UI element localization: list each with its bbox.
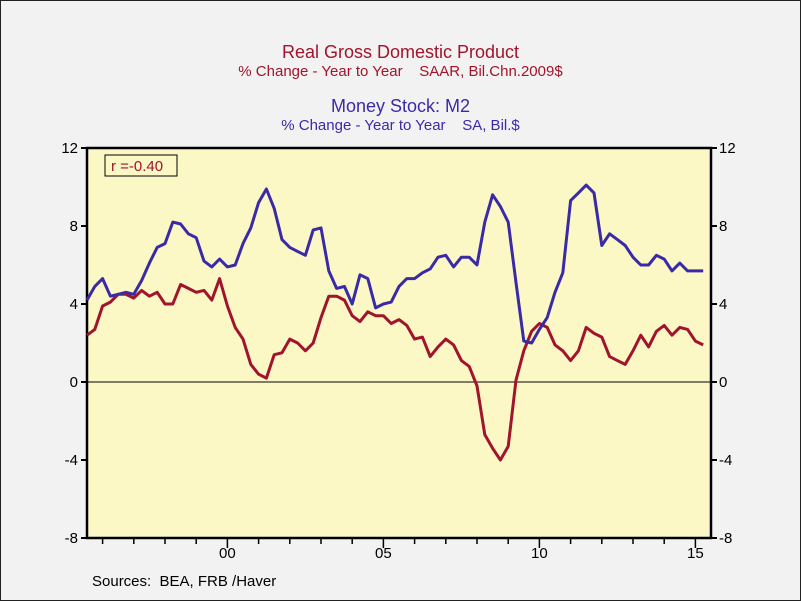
y-tick-label-left: 4 xyxy=(70,296,78,313)
y-tick-label-right: 4 xyxy=(719,296,727,313)
x-tick-label: 00 xyxy=(219,545,236,562)
correlation-label: r =-0.40 xyxy=(111,158,163,175)
y-tick-label-right: 8 xyxy=(719,218,727,235)
x-tick-label: 05 xyxy=(375,545,392,562)
y-tick-label-right: 0 xyxy=(719,374,727,391)
y-tick-label-right: -4 xyxy=(719,452,732,469)
chart-subtitle-m2: % Change - Year to Year SA, Bil.$ xyxy=(281,117,520,134)
plot-area xyxy=(87,148,711,538)
y-tick-label-left: -4 xyxy=(65,452,78,469)
chart-title-m2: Money Stock: M2 xyxy=(330,96,471,116)
x-tick-label: 10 xyxy=(531,545,548,562)
y-tick-label-right: -8 xyxy=(719,530,732,547)
chart-subtitle-gdp: % Change - Year to Year SAAR, Bil.Chn.20… xyxy=(238,63,563,80)
correlation-box xyxy=(104,154,178,177)
y-tick-label-left: 0 xyxy=(70,374,78,391)
plot-border xyxy=(85,146,713,540)
chart-title-gdp: Real Gross Domestic Product xyxy=(281,42,520,62)
y-tick-label-left: 8 xyxy=(70,218,78,235)
sources-note: Sources: BEA, FRB /Haver xyxy=(92,573,277,590)
x-tick-label: 15 xyxy=(687,545,704,562)
series-line-m2 xyxy=(85,183,704,345)
y-tick-label-left: 12 xyxy=(61,140,78,157)
series-line-gdp xyxy=(86,277,704,462)
y-tick-label-left: -8 xyxy=(65,530,78,547)
y-tick-label-right: 12 xyxy=(719,140,736,157)
